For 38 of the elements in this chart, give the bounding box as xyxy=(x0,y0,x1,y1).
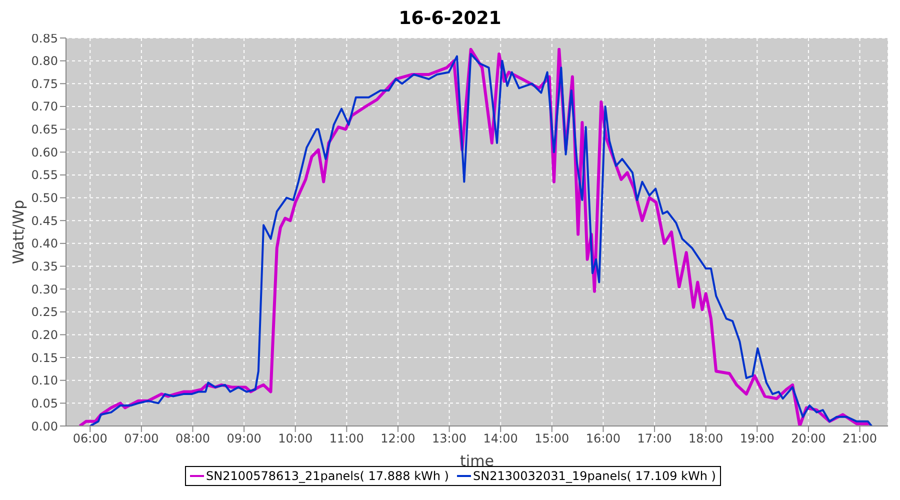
legend-label: SN2130032031_19panels( 17.109 kWh ) xyxy=(473,469,716,483)
y-tick-label: 0.35 xyxy=(31,259,58,274)
x-tick-label: 20:00 xyxy=(791,432,826,446)
y-tick-label: 0.55 xyxy=(31,168,58,182)
y-tick-label: 0.15 xyxy=(31,350,58,365)
y-tick-label: 0.40 xyxy=(31,236,58,251)
x-tick-label: 12:00 xyxy=(380,432,416,446)
x-tick-label: 14:00 xyxy=(483,432,518,446)
y-axis-title: Watt/Wp xyxy=(9,200,28,264)
chart-title: 16-6-2021 xyxy=(398,8,502,29)
x-tick-label: 19:00 xyxy=(740,432,774,446)
y-tick-label: 0.05 xyxy=(31,396,58,410)
y-tick-label: 0.50 xyxy=(31,191,58,206)
legend-label: SN2100578613_21panels( 17.888 kWh ) xyxy=(206,469,449,483)
x-tick-label: 18:00 xyxy=(688,432,724,446)
x-tick-label: 11:00 xyxy=(329,432,364,446)
y-tick-label: 0.00 xyxy=(31,419,58,434)
x-axis-title: time xyxy=(460,452,494,470)
y-tick-label: 0.30 xyxy=(31,282,58,296)
y-tick-label: 0.45 xyxy=(31,214,58,228)
x-tick-label: 09:00 xyxy=(226,432,262,446)
y-tick-label: 0.70 xyxy=(31,100,58,114)
y-tick-label: 0.75 xyxy=(31,76,58,91)
x-tick-label: 08:00 xyxy=(175,432,210,446)
y-tick-label: 0.25 xyxy=(31,305,58,320)
x-tick-label: 07:00 xyxy=(124,432,159,446)
x-tick-label: 06:00 xyxy=(72,432,108,446)
x-tick-label: 17:00 xyxy=(637,432,672,446)
y-tick-label: 0.65 xyxy=(31,122,58,137)
x-tick-label: 21:00 xyxy=(842,432,878,446)
x-tick-label: 15:00 xyxy=(534,432,570,446)
x-tick-label: 13:00 xyxy=(432,432,467,446)
y-tick-label: 0.60 xyxy=(31,145,58,160)
y-tick-label: 0.20 xyxy=(31,328,58,342)
x-tick-label: 10:00 xyxy=(278,432,313,446)
y-tick-label: 0.10 xyxy=(31,374,58,388)
y-tick-label: 0.80 xyxy=(31,54,58,68)
x-tick-label: 16:00 xyxy=(586,432,621,446)
